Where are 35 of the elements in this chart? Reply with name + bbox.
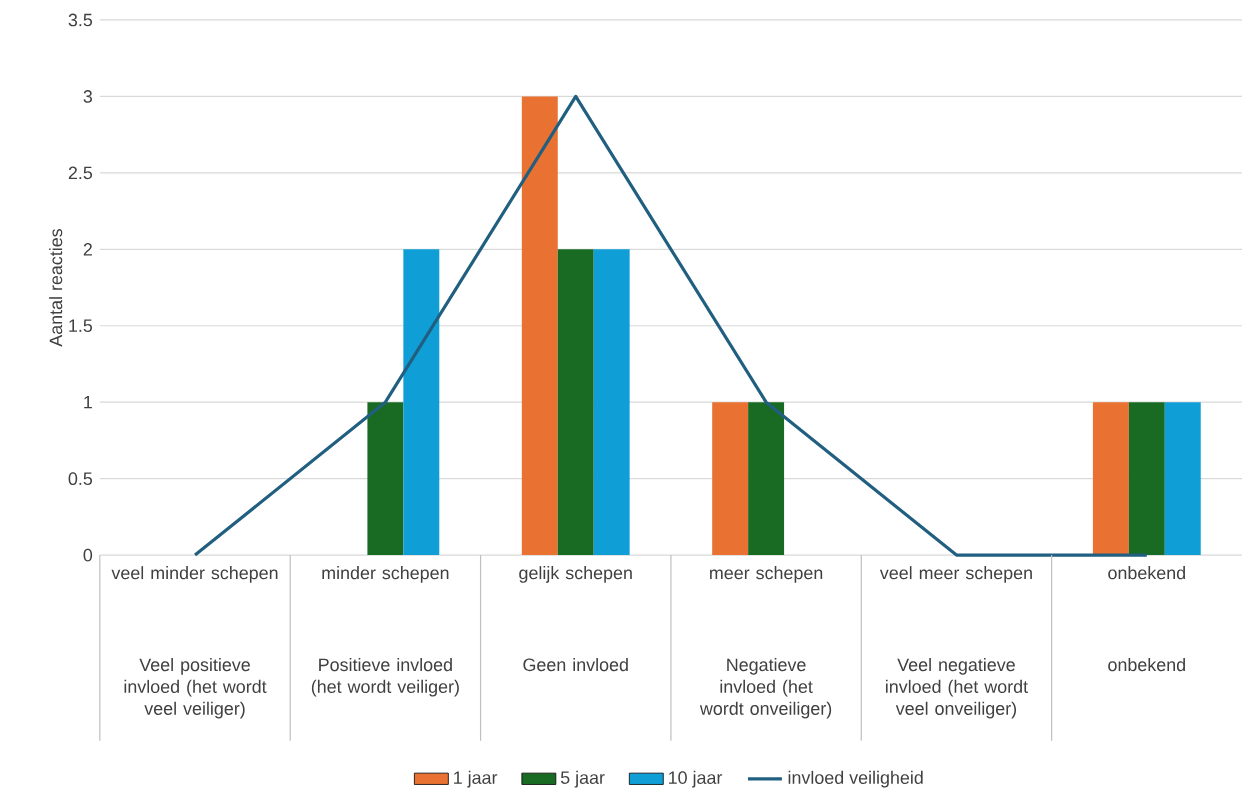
x-tick-label: gelijk schepen <box>519 566 632 583</box>
y-tick-label: 2.5 <box>68 166 93 180</box>
y-tick-label: 3.5 <box>68 13 93 27</box>
x-tick-label: veel minder schepen <box>111 566 278 583</box>
legend-label: 5 jaar <box>560 770 605 788</box>
y-axis-title: Aantal reacties <box>49 229 63 347</box>
text: Positieve invloed (het wordt veiliger) <box>311 658 459 697</box>
bar <box>1164 402 1201 556</box>
bar <box>1092 402 1129 556</box>
legend-label: 10 jaar <box>669 770 723 788</box>
bar <box>403 249 440 556</box>
text: onbekend <box>1108 658 1185 672</box>
y-tick-label: 0.5 <box>68 472 93 486</box>
y-tick-label: 3 <box>83 90 93 103</box>
bar <box>712 402 749 556</box>
y-tick-label: 0 <box>83 548 93 562</box>
x-tick-label: onbekend <box>1108 566 1185 580</box>
text: Negatieve invloed (het wordt onveiliger) <box>699 658 832 719</box>
bar <box>521 96 558 556</box>
bar <box>1128 402 1165 556</box>
x-tick-label: veel meer schepen <box>879 566 1032 583</box>
x-tick-label: minder schepen <box>322 566 449 583</box>
y-tick-label: 2 <box>83 243 92 256</box>
legend-label: invloed veiligheid <box>788 770 923 788</box>
bar <box>367 402 404 556</box>
text: Veel positieve invloed (het wordt veel veiliger) <box>124 658 267 719</box>
bar <box>748 402 785 556</box>
text: Veel negatieve invloed (het wordt veel onveiliger) <box>885 658 1028 719</box>
x-tick-label: meer schepen <box>710 566 823 583</box>
y-tick-label: 1 <box>84 396 92 409</box>
bar <box>593 249 630 556</box>
bar <box>557 249 594 556</box>
legend-label: 1 jaar <box>454 770 498 788</box>
text: Geen invloed <box>523 658 628 672</box>
y-tick-label: 1.5 <box>69 319 93 333</box>
